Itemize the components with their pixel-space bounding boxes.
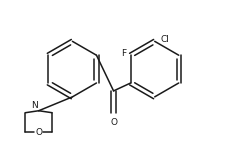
Text: N: N: [31, 101, 38, 110]
Text: Cl: Cl: [160, 35, 169, 44]
Text: F: F: [121, 49, 126, 58]
Text: O: O: [35, 128, 42, 137]
Text: O: O: [110, 118, 117, 127]
